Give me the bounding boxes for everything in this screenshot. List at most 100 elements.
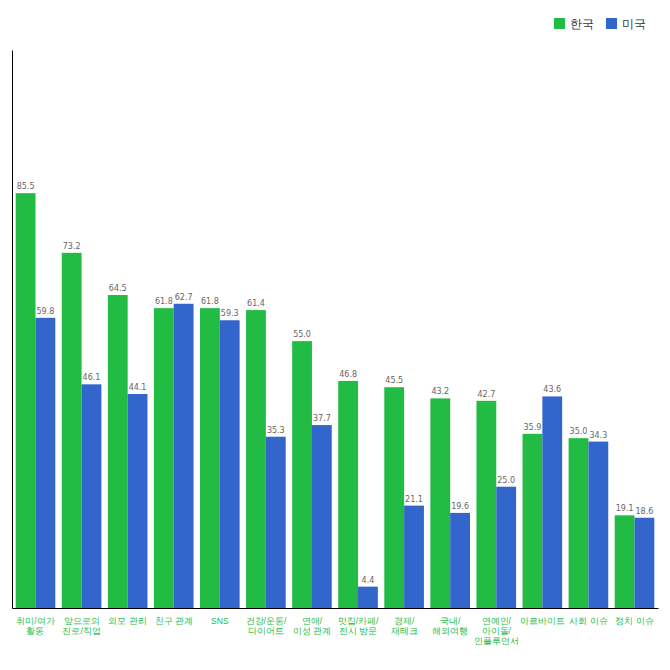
x-tick-label: 친구 관계 (155, 616, 193, 626)
x-tick: 맛집/카페/전시 방문 (338, 616, 379, 636)
legend-swatch (606, 18, 617, 29)
y-axis (12, 51, 13, 609)
data-label: 59.8 (36, 307, 54, 316)
data-label: 55.0 (293, 330, 311, 339)
x-axis: 취미/여가활동 앞으로의진로/직업 외모 관리 친구 관계 SNS 건강/운동/다이어트 연… (13, 609, 659, 647)
series-bars (35, 304, 654, 608)
x-tick-label: 맛집/카페/전시 방문 (338, 616, 379, 636)
x-tick: 취미/여가활동 (16, 616, 54, 636)
data-label: 61.8 (201, 297, 219, 306)
x-tick: 외모 관리 (108, 616, 146, 626)
chart: 85.5 73.2 64.5 61.8 61.8 61.4 55.0 46.8 45.5 43.2… (0, 0, 670, 670)
data-labels: 85.5 73.2 64.5 61.8 61.8 61.4 55.0 46.8 45.5 43.2… (17, 182, 654, 585)
data-label: 19.6 (451, 502, 469, 511)
data-label: 61.4 (247, 299, 265, 308)
bars (16, 193, 655, 608)
x-tick: SNS (211, 616, 229, 626)
x-tick: 국내/해외여행 (432, 616, 468, 636)
x-tick: 경제/재테크 (391, 616, 418, 636)
data-label: 35.0 (570, 427, 588, 436)
x-tick: 친구 관계 (155, 616, 193, 626)
x-tick-label: SNS (211, 616, 229, 626)
series-bars (16, 193, 635, 608)
data-label: 37.7 (313, 414, 331, 423)
legend-item: 미국 (606, 17, 646, 31)
bar (338, 381, 358, 608)
bar (108, 295, 128, 608)
x-tick-label: 연예인/아이돌/인플루언서 (474, 616, 519, 646)
x-tick-label: 아르바이트 (520, 616, 565, 626)
data-label: 61.8 (155, 297, 173, 306)
bar (496, 487, 516, 608)
data-label: 34.3 (589, 431, 607, 440)
data-label: 44.1 (129, 383, 147, 392)
data-label: 43.6 (543, 385, 561, 394)
y-axis-line (12, 51, 13, 609)
bar (476, 401, 496, 608)
data-label: 21.1 (405, 495, 423, 504)
bar (246, 310, 266, 608)
data-label: 85.5 (17, 182, 35, 191)
x-tick: 사회 이슈 (569, 616, 607, 626)
x-tick-label: 국내/해외여행 (432, 616, 468, 636)
data-label: 45.5 (385, 376, 403, 385)
data-label: 59.3 (221, 309, 239, 318)
data-label: 43.2 (431, 387, 449, 396)
bar (358, 587, 378, 608)
x-tick: 연예인/아이돌/인플루언서 (474, 616, 519, 646)
x-tick-label: 외모 관리 (108, 616, 146, 626)
legend: 한국 미국 (554, 17, 646, 31)
legend-item: 한국 (554, 17, 594, 31)
bar (384, 387, 404, 608)
x-tick: 연애/이성 관계 (293, 616, 331, 636)
bar (430, 398, 450, 608)
x-tick-label: 연애/이성 관계 (293, 616, 331, 636)
x-tick-label: 앞으로의진로/직업 (62, 616, 100, 636)
data-label: 4.4 (362, 576, 375, 585)
bar (292, 341, 312, 608)
legend-swatch (554, 18, 565, 29)
bar (154, 308, 174, 608)
bar (312, 425, 332, 608)
bar (266, 437, 286, 608)
data-label: 64.5 (109, 284, 127, 293)
bar (404, 506, 424, 608)
data-label: 35.9 (524, 423, 542, 432)
data-label: 18.6 (636, 507, 654, 516)
plot: 85.5 73.2 64.5 61.8 61.8 61.4 55.0 46.8 45.5 43.2… (13, 51, 659, 647)
legend-label: 한국 (570, 17, 594, 31)
bar (635, 518, 655, 608)
bar (588, 442, 608, 608)
x-tick: 건강/운동/다이어트 (246, 616, 287, 636)
data-label: 35.3 (267, 426, 285, 435)
x-tick-label: 사회 이슈 (569, 616, 607, 626)
x-tick-label: 건강/운동/다이어트 (246, 616, 287, 636)
bar (174, 304, 194, 608)
bar (200, 308, 220, 608)
data-label: 46.1 (83, 373, 101, 382)
bar (615, 515, 635, 608)
x-tick: 아르바이트 (520, 616, 565, 626)
data-label: 62.7 (175, 293, 193, 302)
x-tick-label: 취미/여가활동 (16, 616, 54, 636)
bar (542, 396, 562, 608)
data-label: 42.7 (477, 390, 495, 399)
data-label: 46.8 (339, 370, 357, 379)
bar (523, 434, 543, 608)
data-label: 19.1 (616, 504, 634, 513)
bar (220, 320, 240, 608)
bar (128, 394, 148, 608)
x-tick: 정치 이슈 (615, 616, 653, 626)
x-tick-label: 정치 이슈 (615, 616, 653, 626)
bar (35, 318, 55, 608)
data-label: 25.0 (497, 476, 515, 485)
bar (16, 193, 36, 608)
bar (569, 438, 589, 608)
bar (62, 253, 82, 608)
data-label: 73.2 (63, 242, 81, 251)
x-tick: 앞으로의진로/직업 (62, 616, 100, 636)
bar (82, 384, 102, 608)
legend-label: 미국 (622, 17, 646, 31)
x-axis-line (13, 608, 659, 609)
bar (450, 513, 470, 608)
